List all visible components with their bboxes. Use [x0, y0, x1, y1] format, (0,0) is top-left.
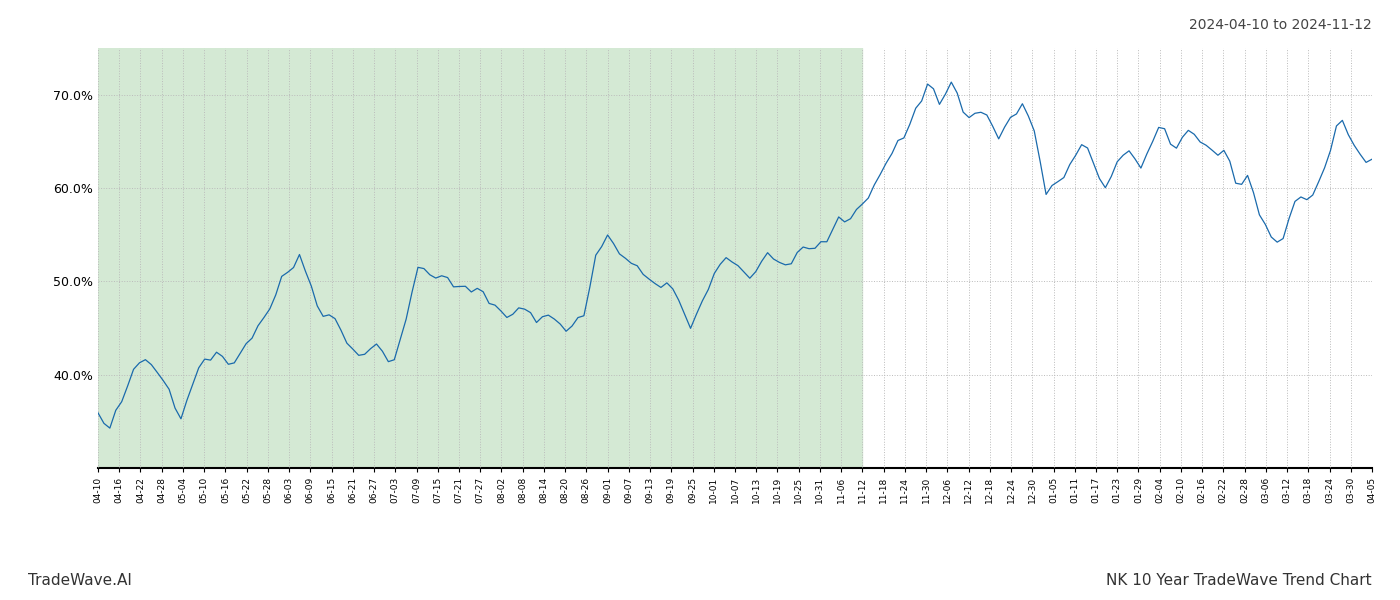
- Text: 2024-04-10 to 2024-11-12: 2024-04-10 to 2024-11-12: [1189, 18, 1372, 32]
- Bar: [98, 48, 862, 468]
- Text: NK 10 Year TradeWave Trend Chart: NK 10 Year TradeWave Trend Chart: [1106, 573, 1372, 588]
- Text: TradeWave.AI: TradeWave.AI: [28, 573, 132, 588]
